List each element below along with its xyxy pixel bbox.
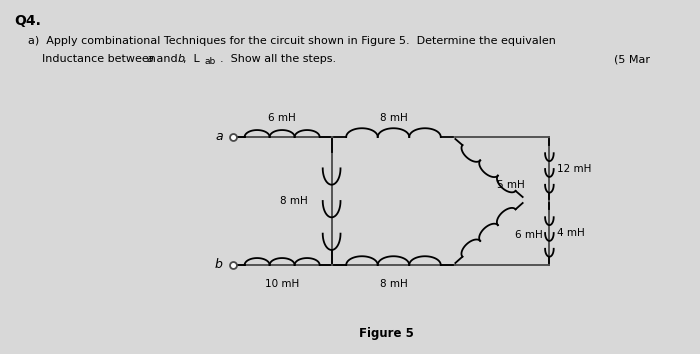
Text: ab: ab	[205, 57, 216, 66]
Text: ,  L: , L	[183, 54, 200, 64]
Text: 10 mH: 10 mH	[265, 279, 299, 289]
Text: Q4.: Q4.	[14, 14, 41, 28]
Text: Figure 5: Figure 5	[358, 327, 414, 340]
Text: a: a	[146, 54, 153, 64]
Text: 8 mH: 8 mH	[280, 196, 308, 206]
Text: 6 mH: 6 mH	[514, 230, 542, 240]
Text: a)  Apply combinational Techniques for the circuit shown in Figure 5.  Determine: a) Apply combinational Techniques for th…	[28, 36, 556, 46]
Text: and: and	[153, 54, 181, 64]
Text: 8 mH: 8 mH	[379, 113, 407, 123]
Text: .  Show all the steps.: . Show all the steps.	[220, 54, 336, 64]
Text: 4 mH: 4 mH	[557, 228, 585, 238]
Text: 8 mH: 8 mH	[379, 279, 407, 289]
Text: a: a	[215, 131, 223, 143]
Text: 6 mH: 6 mH	[268, 113, 296, 123]
Text: 5 mH: 5 mH	[497, 180, 525, 190]
Text: Inductance between: Inductance between	[41, 54, 159, 64]
Text: 12 mH: 12 mH	[557, 164, 592, 174]
Text: b: b	[215, 258, 223, 272]
Text: (5 Mar: (5 Mar	[614, 54, 650, 64]
Text: b: b	[177, 54, 184, 64]
